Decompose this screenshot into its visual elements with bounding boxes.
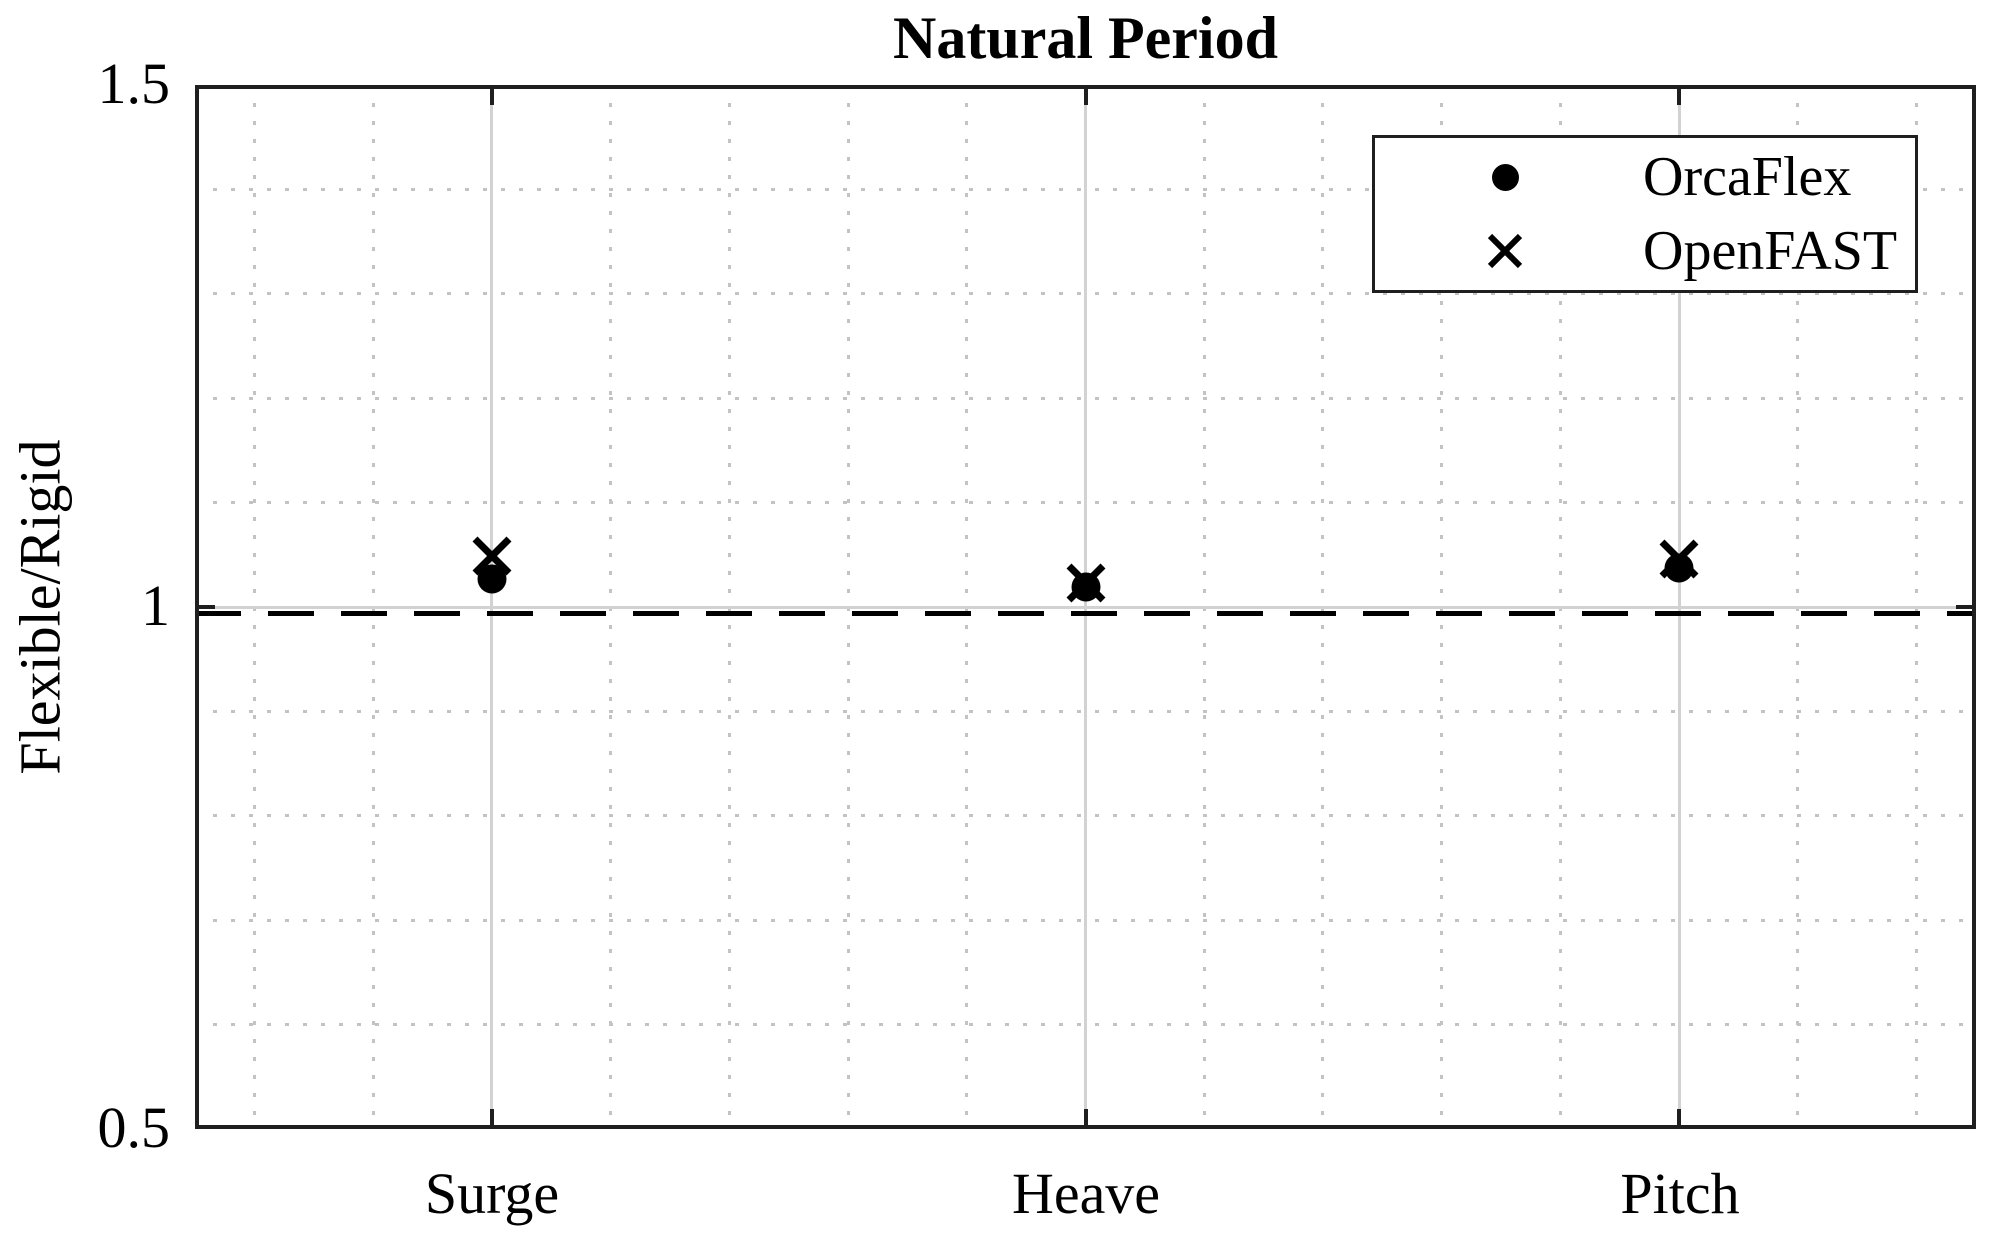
marker-orcaflex-heave xyxy=(1071,572,1100,602)
x-tick-top-surge xyxy=(489,85,494,105)
chart-title: Natural Period xyxy=(893,5,1278,71)
minor-gridline-horizontal xyxy=(195,1023,1976,1027)
x-tick-bottom-heave xyxy=(1083,1109,1088,1129)
marker-orcaflex-surge xyxy=(477,564,507,594)
y-tick-label-1: 1 xyxy=(141,573,170,639)
x-tick-top-pitch xyxy=(1677,85,1682,105)
minor-gridline-horizontal xyxy=(195,918,1976,922)
minor-gridline-horizontal xyxy=(195,814,1976,818)
major-gridline-y1 xyxy=(195,605,1976,609)
y-tick-label-1.5: 1.5 xyxy=(97,51,171,117)
x-tick-bottom-surge xyxy=(489,1109,494,1129)
y-axis-label: Flexible/Rigid xyxy=(7,439,73,775)
y-tick-right-1 xyxy=(1956,605,1976,609)
minor-gridline-horizontal xyxy=(195,187,1976,191)
legend-item-orcaflex: OrcaFlex xyxy=(1375,140,1915,214)
circle-marker-icon xyxy=(1491,163,1519,191)
minor-gridline-horizontal xyxy=(195,292,1976,296)
x-tick-top-heave xyxy=(1083,85,1088,105)
reference-line-y1 xyxy=(195,604,1976,616)
orcaflex-marker-cell xyxy=(1375,163,1635,191)
legend-item-openfast: OpenFAST xyxy=(1375,214,1915,288)
openfast-marker-cell xyxy=(1375,232,1635,270)
x-tick-bottom-pitch xyxy=(1677,1109,1682,1129)
y-tick-left-1 xyxy=(195,605,215,609)
minor-gridline-horizontal xyxy=(195,396,1976,400)
legend-label-openfast: OpenFAST xyxy=(1643,220,1898,282)
x-tick-label-surge: Surge xyxy=(424,1161,560,1226)
x-tick-label-heave: Heave xyxy=(1011,1161,1161,1226)
marker-openfast-surge xyxy=(471,535,513,577)
y-tick-label-0.5: 0.5 xyxy=(97,1095,171,1161)
legend-label-orcaflex: OrcaFlex xyxy=(1643,146,1852,208)
x-tick-label-pitch: Pitch xyxy=(1620,1161,1740,1226)
x-marker-icon xyxy=(1487,233,1523,269)
marker-orcaflex-pitch xyxy=(1664,553,1694,583)
minor-gridline-horizontal xyxy=(195,709,1976,713)
minor-gridline-horizontal xyxy=(195,501,1976,505)
legend: OrcaFlex OpenFAST xyxy=(1372,135,1918,293)
